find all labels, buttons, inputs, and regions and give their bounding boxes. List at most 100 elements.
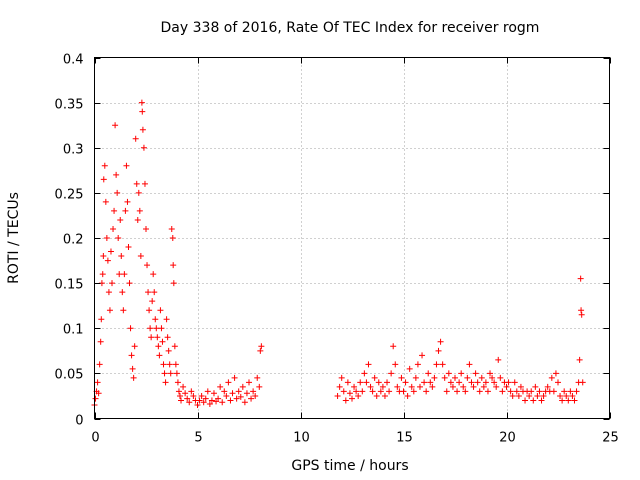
- data-point: [128, 352, 135, 359]
- chart-title: Day 338 of 2016, Rate Of TEC Index for r…: [161, 20, 540, 36]
- data-point: [334, 392, 341, 399]
- data-point: [178, 397, 185, 404]
- data-point: [237, 393, 244, 400]
- data-point: [402, 379, 409, 386]
- data-point: [168, 225, 175, 232]
- data-point: [200, 399, 207, 406]
- data-point: [466, 361, 473, 368]
- data-point: [131, 343, 138, 350]
- data-point: [398, 374, 405, 381]
- data-point: [140, 144, 147, 151]
- data-point: [158, 325, 165, 332]
- data-point: [392, 361, 399, 368]
- data-point: [119, 289, 126, 296]
- data-point: [170, 280, 177, 287]
- data-point: [349, 395, 355, 402]
- data-point: [161, 370, 168, 377]
- data-point: [141, 180, 148, 187]
- data-point: [487, 370, 494, 377]
- data-point: [150, 271, 157, 278]
- data-point: [138, 99, 145, 106]
- data-point: [412, 374, 419, 381]
- data-point: [96, 361, 103, 368]
- data-point: [555, 379, 561, 386]
- data-point: [522, 397, 529, 404]
- data-point: [239, 383, 246, 390]
- data-point: [194, 401, 201, 408]
- data-point: [515, 392, 522, 399]
- data-point: [470, 383, 477, 390]
- data-point: [221, 388, 228, 395]
- data-point: [105, 289, 112, 296]
- y-tick-labels: 0 0.05 0.1 0.15 0.2 0.25 0.3 0.35 0.4: [55, 53, 84, 429]
- data-point: [544, 383, 551, 390]
- data-point: [454, 388, 461, 395]
- data-point: [248, 395, 255, 402]
- data-point: [414, 361, 421, 368]
- data-point: [359, 388, 366, 395]
- data-point: [115, 235, 122, 241]
- data-point: [578, 307, 585, 314]
- data-point: [344, 379, 351, 386]
- data-point: [550, 388, 557, 395]
- data-point: [458, 370, 465, 377]
- data-point: [338, 374, 345, 381]
- data-point: [439, 361, 446, 368]
- data-point: [431, 374, 438, 381]
- data-point: [100, 176, 107, 183]
- data-point: [576, 356, 583, 363]
- data-point: [497, 374, 504, 381]
- data-point: [445, 370, 452, 377]
- grid: [94, 57, 610, 419]
- data-point: [532, 383, 539, 390]
- data-point: [552, 370, 559, 377]
- data-point: [548, 374, 555, 381]
- x-tick-label: 10: [293, 431, 310, 446]
- data-point: [526, 392, 533, 399]
- data-point: [427, 379, 434, 386]
- data-point: [254, 374, 261, 381]
- data-point: [499, 388, 506, 395]
- data-point: [202, 395, 209, 402]
- data-point: [452, 374, 458, 381]
- data-point: [114, 189, 121, 196]
- data-point: [149, 298, 156, 305]
- data-point: [176, 392, 183, 399]
- data-point: [416, 383, 423, 390]
- data-point: [423, 388, 430, 395]
- data-point: [112, 122, 119, 129]
- data-point: [495, 356, 502, 363]
- data-point: [145, 289, 152, 296]
- data-point: [107, 248, 114, 255]
- data-point: [460, 383, 467, 390]
- data-point: [95, 390, 102, 397]
- data-point: [153, 325, 160, 332]
- data-point: [231, 374, 238, 381]
- data-point: [139, 108, 146, 115]
- data-point: [116, 271, 123, 278]
- data-point: [567, 388, 574, 395]
- data-point: [400, 388, 407, 395]
- data-point: [468, 379, 475, 386]
- data-point: [478, 374, 485, 381]
- data-point: [384, 379, 391, 386]
- data-point: [146, 307, 153, 314]
- y-tick-label: 0: [75, 414, 83, 429]
- data-point: [229, 390, 236, 397]
- data-point: [429, 383, 436, 390]
- data-point: [386, 388, 393, 395]
- data-point: [410, 388, 417, 395]
- data-point: [156, 352, 163, 359]
- data-point: [147, 325, 154, 332]
- data-point: [184, 395, 191, 402]
- data-point: [235, 388, 242, 395]
- data-point: [92, 395, 99, 402]
- data-point: [132, 135, 139, 142]
- data-point: [484, 388, 491, 395]
- data-point: [404, 392, 411, 399]
- data-point: [198, 392, 205, 399]
- data-point: [188, 388, 195, 395]
- x-tick-label: 25: [602, 431, 619, 446]
- data-point: [336, 383, 343, 390]
- y-tick-label: 0.4: [63, 53, 84, 68]
